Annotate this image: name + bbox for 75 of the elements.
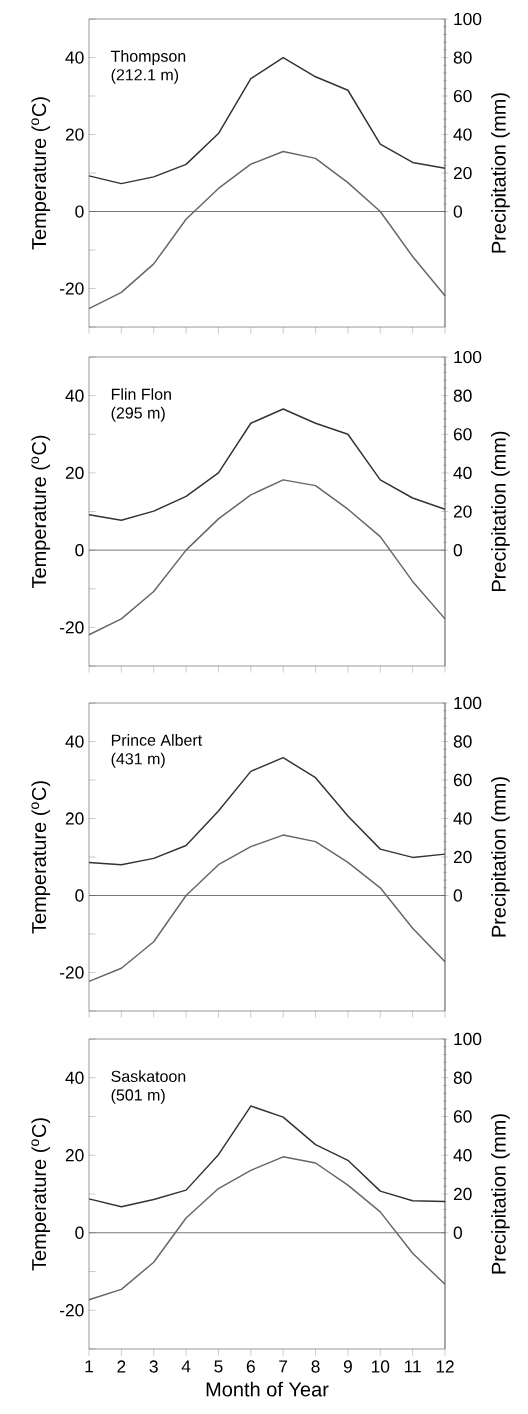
y-tick-label: 20 xyxy=(65,128,84,141)
annotation: Prince Albert xyxy=(111,734,203,746)
y-tick-label: 0 xyxy=(75,544,84,557)
y2-tick-label: 100 xyxy=(454,696,482,710)
annotation: Flin Flon xyxy=(111,388,171,400)
line-series xyxy=(88,834,446,983)
annotation: (431 m) xyxy=(111,752,165,768)
y2-tick-label: 20 xyxy=(453,505,472,518)
y-axis-title: Temperature ($^{o}$C) xyxy=(31,97,51,250)
line-series xyxy=(88,479,446,636)
y-tick-label: 40 xyxy=(65,389,84,402)
y-tick-label: -20 xyxy=(60,966,84,979)
y2-tick-label: 40 xyxy=(453,466,472,480)
y2-tick-label: 0 xyxy=(453,889,463,902)
y2-axis-title: Precipitation (mm) xyxy=(491,1114,510,1274)
line-series xyxy=(88,1156,446,1301)
y-tick-label: 20 xyxy=(65,1149,84,1162)
x-tick-label: 1 xyxy=(85,1360,93,1373)
annotation: (212.1 m) xyxy=(111,68,179,84)
y-tick-label: 20 xyxy=(65,466,84,480)
annotation: Saskatoon xyxy=(111,1070,186,1083)
y2-tick-label: 100 xyxy=(454,350,482,364)
y2-tick-label: 40 xyxy=(453,1149,472,1162)
y2-tick-label: 20 xyxy=(453,850,472,864)
y2-tick-label: 60 xyxy=(453,89,472,103)
y-tick-label: 0 xyxy=(75,205,84,218)
y-tick-label: 40 xyxy=(65,735,84,748)
y2-tick-label: 40 xyxy=(453,128,472,141)
y-axis-title: Temperature ($^{o}$C) xyxy=(31,781,51,934)
y2-tick-label: 60 xyxy=(453,1110,472,1123)
y-tick-label: 0 xyxy=(75,1226,84,1239)
y2-tick-label: 20 xyxy=(453,166,472,180)
x-tick-label: 7 xyxy=(279,1360,288,1373)
x-tick-label: 10 xyxy=(371,1360,390,1373)
y2-tick-label: 20 xyxy=(453,1187,472,1201)
y2-tick-label: 80 xyxy=(453,389,472,402)
annotation: (295 m) xyxy=(111,406,165,422)
y2-tick-label: 0 xyxy=(453,205,463,218)
y2-tick-label: 80 xyxy=(453,1071,472,1084)
y-tick-label: 40 xyxy=(65,51,84,64)
y2-tick-label: 0 xyxy=(453,544,463,557)
y-tick-label: -20 xyxy=(60,282,84,295)
annotation: (501 m) xyxy=(111,1088,165,1104)
line-series xyxy=(88,150,446,310)
y2-tick-label: 100 xyxy=(454,1032,482,1046)
y-tick-label: 20 xyxy=(65,812,84,825)
x-tick-label: 11 xyxy=(404,1360,421,1373)
y2-tick-label: 60 xyxy=(453,428,472,441)
x-tick-label: 6 xyxy=(246,1360,255,1373)
x-tick-label: 12 xyxy=(436,1360,454,1373)
y-tick-label: -20 xyxy=(60,1304,84,1317)
y2-tick-label: 80 xyxy=(453,735,472,748)
line-series xyxy=(88,1105,446,1208)
x-tick-label: 3 xyxy=(149,1360,158,1373)
y-tick-label: 40 xyxy=(65,1071,84,1084)
x-tick-label: 5 xyxy=(214,1360,223,1373)
annotation: Thompson xyxy=(110,50,186,66)
y2-tick-label: 0 xyxy=(453,1226,463,1239)
y-axis-title: Temperature ($^{o}$C) xyxy=(31,1118,51,1271)
x-tick-label: 2 xyxy=(117,1360,126,1373)
x-tick-label: 4 xyxy=(181,1360,191,1373)
y-tick-label: 0 xyxy=(75,889,84,902)
x-axis-title: Month of Year xyxy=(206,1381,329,1397)
y-axis-title: Temperature ($^{o}$C) xyxy=(31,435,51,589)
x-tick-label: 9 xyxy=(343,1360,352,1373)
y2-axis-title: Precipitation (mm) xyxy=(491,93,510,253)
y-tick-label: -20 xyxy=(60,621,84,634)
y2-axis-title: Precipitation (mm) xyxy=(491,431,510,592)
y2-axis-title: Precipitation (mm) xyxy=(491,777,510,937)
x-tick-label: 8 xyxy=(311,1360,320,1373)
line-series xyxy=(88,408,446,521)
y2-tick-label: 40 xyxy=(453,812,472,825)
y2-tick-label: 100 xyxy=(454,12,482,26)
y2-tick-label: 60 xyxy=(453,773,472,787)
y2-tick-label: 80 xyxy=(453,51,472,64)
